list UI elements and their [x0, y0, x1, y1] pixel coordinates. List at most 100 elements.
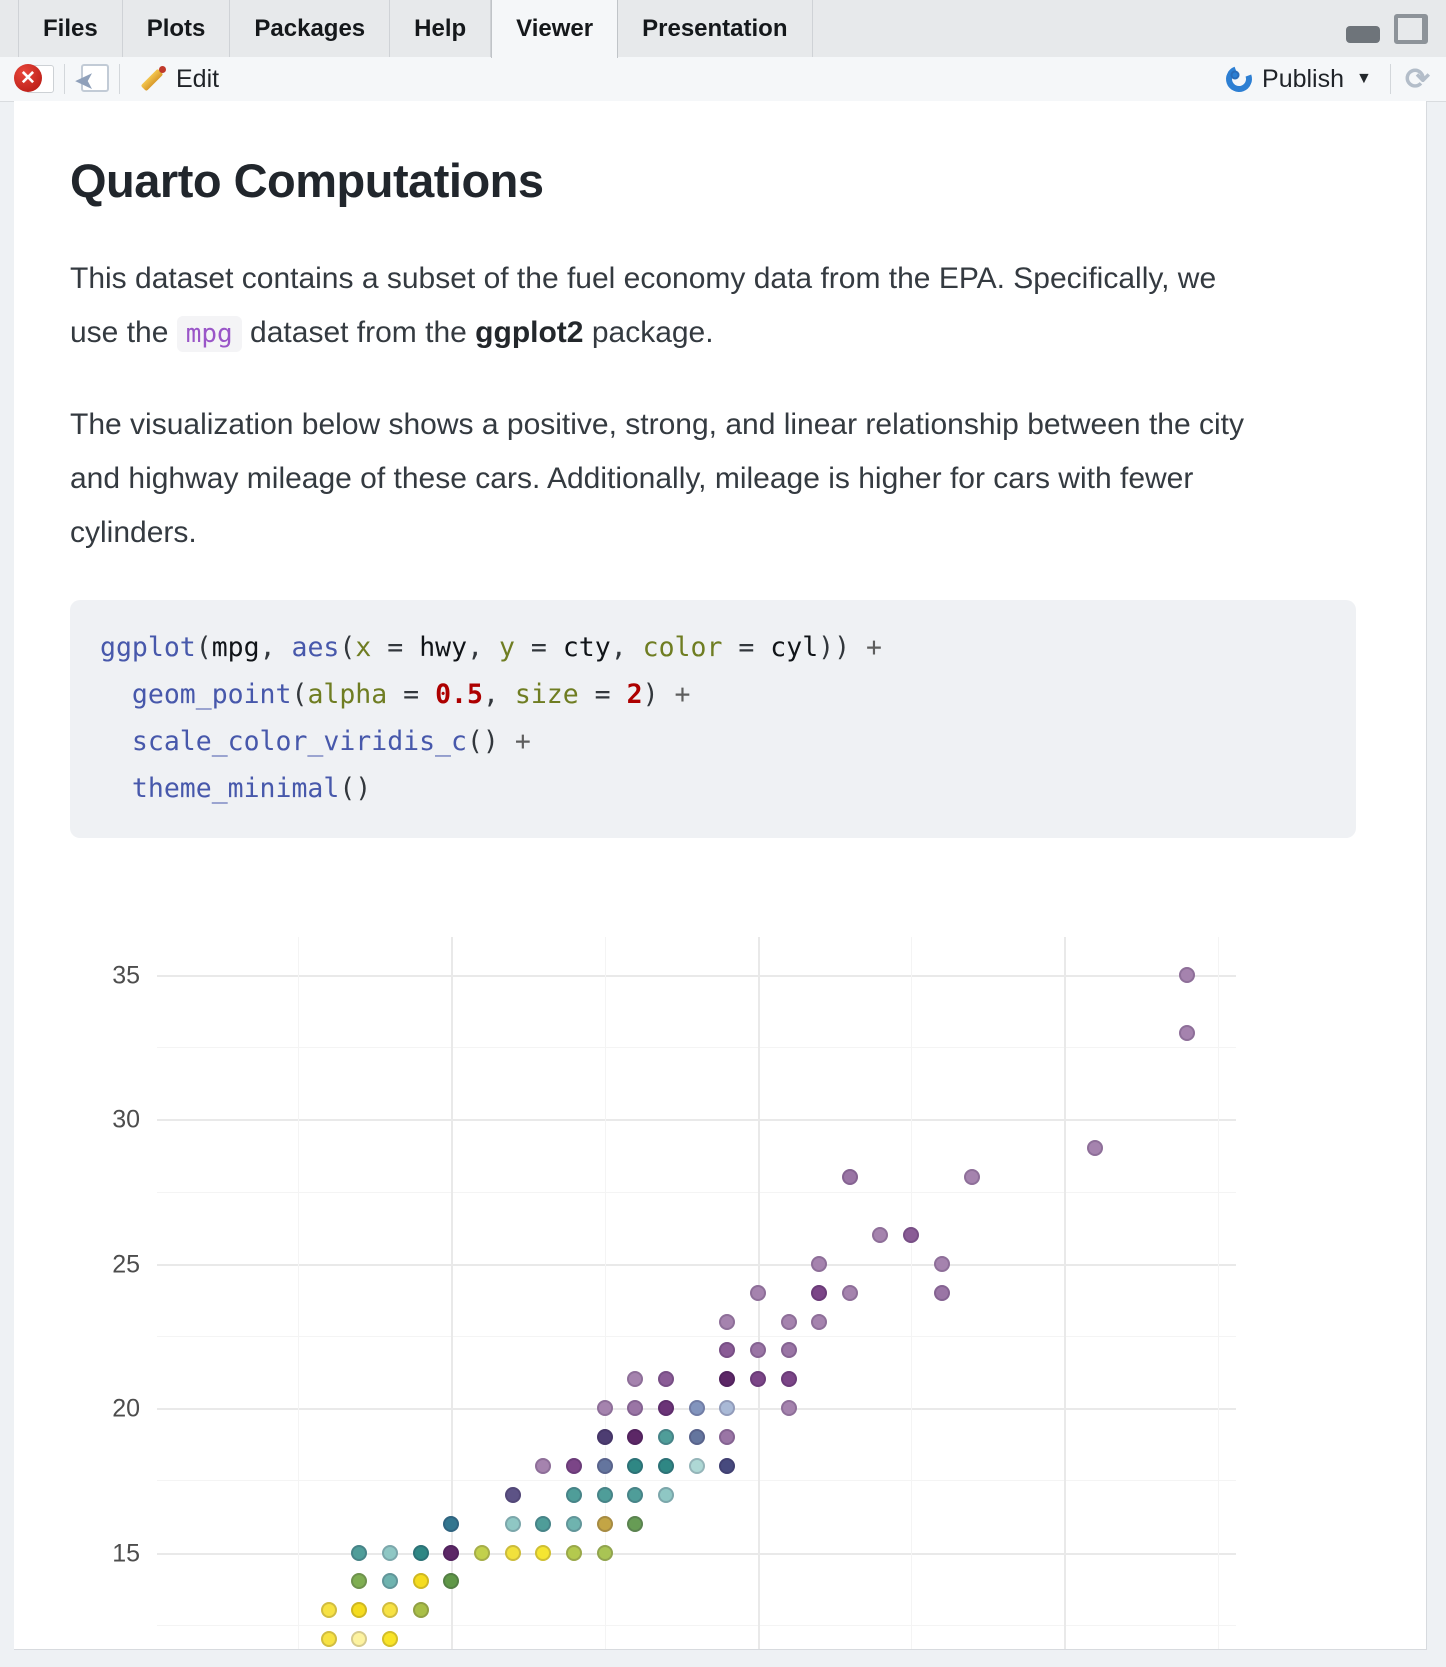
gridline-y-minor	[157, 1480, 1236, 1482]
tab-presentation[interactable]: Presentation	[618, 0, 813, 57]
code-token: 0.5	[435, 679, 483, 710]
gridline-y-minor	[157, 1047, 1236, 1049]
data-point	[412, 1544, 429, 1561]
code-token: aes	[291, 632, 340, 663]
data-point	[565, 1544, 582, 1561]
y-tick-label: 35	[112, 961, 140, 990]
viewer-toolbar: ✕ ➤ Edit Publish ▼ ⟳	[0, 57, 1446, 102]
edit-button[interactable]: Edit	[130, 64, 227, 94]
y-tick-label: 15	[112, 1539, 140, 1568]
tab-help[interactable]: Help	[390, 0, 492, 57]
code-token: (	[339, 632, 356, 663]
code-token: 2	[626, 679, 643, 710]
stop-red-x-icon: ✕	[14, 64, 42, 92]
data-point	[780, 1342, 797, 1359]
data-point	[688, 1429, 705, 1446]
edit-button-label: Edit	[176, 64, 220, 93]
data-point	[719, 1429, 736, 1446]
code-token: scale_color_viridis_c	[131, 726, 467, 757]
text-segment: dataset from the	[241, 316, 476, 349]
code-token: x	[355, 632, 372, 663]
data-point	[596, 1429, 613, 1446]
code-token: =	[387, 679, 436, 710]
code-token	[100, 679, 132, 710]
data-point	[749, 1342, 766, 1359]
data-point	[811, 1284, 828, 1301]
code-token	[100, 773, 132, 804]
code-token: ()	[466, 726, 515, 757]
pencil-icon	[138, 64, 168, 94]
data-point	[504, 1544, 521, 1561]
text-segment: This dataset contains a subset of the fu…	[70, 262, 1217, 349]
code-token: alpha	[307, 679, 388, 710]
gridline-x-major	[451, 937, 454, 1649]
code-token: theme_minimal	[131, 773, 340, 804]
code-token: y	[498, 632, 515, 663]
gridline-y-major	[157, 1263, 1236, 1266]
refresh-icon[interactable]: ⟳	[1404, 62, 1430, 96]
publish-dropdown-caret-icon[interactable]: ▼	[1356, 70, 1372, 87]
code-token: ,	[467, 632, 499, 663]
text-segment: The visualization below shows a positive…	[70, 408, 1244, 549]
data-point	[780, 1313, 797, 1330]
data-point	[811, 1255, 828, 1272]
code-token: ,	[482, 679, 515, 710]
data-point	[565, 1486, 582, 1503]
data-point	[903, 1226, 920, 1243]
text-segment: ggplot2	[475, 316, 584, 349]
data-point	[504, 1515, 521, 1532]
y-tick-label: 30	[112, 1105, 140, 1134]
data-point	[719, 1457, 736, 1474]
minimize-pane-icon[interactable]	[1346, 25, 1380, 43]
data-point	[719, 1400, 736, 1417]
data-point	[596, 1486, 613, 1503]
data-point	[565, 1515, 582, 1532]
tab-plots[interactable]: Plots	[123, 0, 231, 57]
code-token: =	[371, 632, 420, 663]
code-token: ,	[259, 632, 292, 663]
data-point	[933, 1255, 950, 1272]
data-point	[627, 1429, 644, 1446]
data-point	[719, 1371, 736, 1388]
pencil-tip	[159, 66, 166, 73]
gridline-x-minor	[1217, 937, 1219, 1649]
data-point	[627, 1371, 644, 1388]
paragraph-1: This dataset contains a subset of the fu…	[70, 252, 1240, 361]
code-token: (	[291, 679, 308, 710]
data-point	[535, 1515, 552, 1532]
code-token	[100, 726, 132, 757]
data-point	[627, 1486, 644, 1503]
code-token: cty	[562, 632, 611, 663]
gridline-y-minor	[157, 1624, 1236, 1626]
code-token: geom_point	[131, 679, 292, 710]
gridline-x-major	[1064, 937, 1067, 1649]
code-token: ))	[818, 632, 867, 663]
new-window-arrow: ➤	[75, 68, 94, 93]
data-point	[565, 1457, 582, 1474]
y-tick-label: 25	[112, 1250, 140, 1279]
page-title: Quarto Computations	[70, 154, 544, 207]
open-in-new-window-icon[interactable]: ➤	[75, 64, 109, 94]
data-point	[351, 1602, 368, 1619]
publish-button[interactable]: Publish ▼	[1216, 61, 1380, 97]
inline-code: mpg	[176, 316, 242, 352]
code-token: +	[514, 726, 531, 757]
data-point	[320, 1602, 337, 1619]
code-token: (	[195, 632, 212, 663]
tab-packages[interactable]: Packages	[230, 0, 391, 57]
stop-icon[interactable]: ✕	[14, 63, 54, 95]
data-point	[351, 1573, 368, 1590]
tab-files[interactable]: Files	[18, 0, 123, 57]
data-point	[351, 1544, 368, 1561]
maximize-pane-icon[interactable]	[1394, 14, 1428, 44]
data-point	[1179, 967, 1196, 983]
code-line: geom_point(alpha = 0.5, size = 2) +	[100, 671, 1326, 718]
data-point	[381, 1631, 398, 1648]
tab-viewer[interactable]: Viewer	[491, 0, 619, 58]
window-controls	[1346, 14, 1428, 44]
data-point	[780, 1371, 797, 1388]
data-point	[443, 1544, 460, 1561]
gridline-x-minor	[298, 937, 299, 1649]
